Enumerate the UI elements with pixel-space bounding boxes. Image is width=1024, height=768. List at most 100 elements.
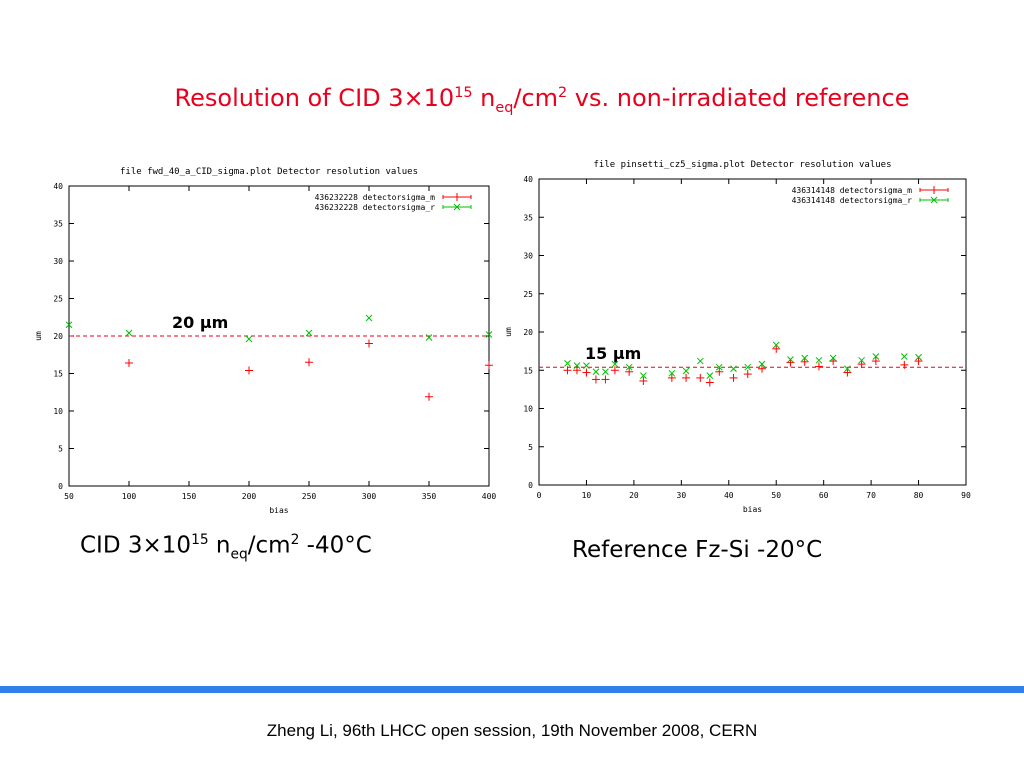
chart2-series1-point [871,357,880,366]
chart2-xtick-label: 60 [819,491,829,500]
chart2-ytick-label: 25 [523,290,533,299]
chart1-series2-point-b [365,314,373,322]
chart2-series2-point [744,363,752,371]
chart1-title: file fwd_40_a_CID_sigma.plot Detector re… [120,167,418,177]
chart1-xtick-label: 150 [182,492,197,501]
chart2-xtick-label: 20 [629,491,639,500]
chart2-series2-point [682,367,690,375]
chart2-series2-point-b [668,369,676,377]
chart2-legend-label: 436314148 detectorsigma_r [792,196,913,205]
chart2-series2-point-b [573,362,581,370]
chart2-series2-point [758,360,766,368]
chart2-series1-point [772,344,781,353]
chart2-xtick-label: 0 [537,491,542,500]
chart1-series2-point-b [245,335,253,343]
chart1-y-axis-label: um [34,331,43,341]
chart2-series1-point [667,373,676,382]
right-chart-caption: Reference Fz-Si -20°C [572,537,823,563]
chart1-ytick-label: 30 [53,257,63,266]
chart2-series2-point [706,372,714,379]
chart2-series2-point [625,363,633,371]
chart2-xtick-label: 30 [677,491,687,500]
chart2-ytick-label: 0 [528,481,533,490]
left-resolution-chart: file fwd_40_a_CID_sigma.plot Detector re… [34,167,496,515]
chart2-series2-point [668,369,676,377]
chart1-ytick-label: 35 [53,220,63,229]
chart1-series2-point-b [65,321,73,329]
chart2-ytick-label: 35 [523,213,533,222]
chart2-series1-point [610,366,619,375]
chart1-series2-point-b [305,329,313,337]
chart2-series1-point [857,360,866,369]
chart2-series2-point-b [858,356,865,364]
chart2-series2-point [611,360,619,368]
chart2-series1-point [715,367,724,376]
chart1-reference-label: 20 μm [172,313,228,332]
chart2-series2-point [872,353,880,360]
chart1-xtick-label: 100 [122,492,137,501]
footer-text: Zheng Li, 96th LHCC open session, 19th N… [266,721,758,740]
chart2-series2-point [696,357,704,365]
chart2-series2-point [730,365,737,373]
chart2-ytick-label: 20 [523,328,533,337]
footer-divider-bar [0,686,1024,693]
chart2-series1-point [705,378,714,387]
chart2-series1-point [729,373,738,382]
chart1-ytick-label: 20 [53,332,63,341]
chart2-series2-point [564,360,571,367]
chart1-series2-point [485,331,493,338]
chart2-series2-point-b [706,372,714,379]
chart2-ytick-label: 30 [523,252,533,261]
chart2-series2-point-b [564,360,571,367]
chart2-series2-point-b [744,363,752,371]
chart2-ytick-label: 10 [523,405,533,414]
chart2-series2-point-b [602,368,609,376]
chart2-series2-point [573,362,581,370]
chart1-series1-point [305,358,313,367]
chart2-series1-point [800,357,809,366]
chart1-legend-marker [453,193,461,201]
chart2-xtick-label: 90 [961,491,971,500]
chart1-series2-point [125,329,133,337]
chart2-series2-point [602,368,609,376]
chart1-ytick-label: 0 [58,482,63,491]
chart1-ytick-label: 5 [58,445,63,454]
chart2-series2-point-b [682,367,690,375]
chart2-series2-point-b [915,353,922,361]
chart1-legend-label: 436232228 detectorsigma_r [315,203,436,212]
chart1-xtick-label: 400 [482,492,496,501]
chart2-series2-point [801,354,809,362]
chart1-xtick-label: 50 [64,492,74,501]
chart2-series2-point [844,365,851,373]
chart2-legend-label: 436314148 detectorsigma_m [792,186,913,195]
chart2-series2-point-b [611,360,619,368]
chart2-series2-point [900,353,908,360]
chart2-series1-point [601,375,610,384]
chart1-xtick-label: 200 [242,492,257,501]
chart2-series1-point [900,360,909,369]
chart2-title: file pinsetti_cz5_sigma.plot Detector re… [593,160,891,170]
left-chart-caption: CID 3×1015 neq/cm2 -40°C [80,532,372,563]
chart2-series1-point [743,370,752,379]
chart2-xtick-label: 70 [866,491,876,500]
chart1-series1-point [125,359,133,367]
chart2-series2-point-b [772,341,780,349]
chart1-series2-point [365,314,373,322]
chart2-series2-point-b [844,365,851,373]
slide-title: Resolution of CID 3×1015 neq/cm2 vs. non… [174,84,910,116]
chart1-legend-marker [453,203,461,211]
chart1-series2-point-b [125,329,133,337]
chart2-series1-point [814,362,823,371]
chart2-ytick-label: 5 [528,443,533,452]
chart2-series1-point [914,357,923,366]
chart2-xtick-label: 40 [724,491,734,500]
chart2-series1-point [591,375,600,384]
chart2-series1-point [572,366,581,375]
chart2-x-axis-label: bias [743,505,762,514]
chart2-series2-point [815,356,823,364]
chart2-series2-point-b [787,356,794,363]
chart2-series1-point [625,367,634,376]
chart2-series2-point [583,362,590,370]
chart1-series2-point [65,321,73,329]
chart2-series2-point-b [640,372,647,379]
